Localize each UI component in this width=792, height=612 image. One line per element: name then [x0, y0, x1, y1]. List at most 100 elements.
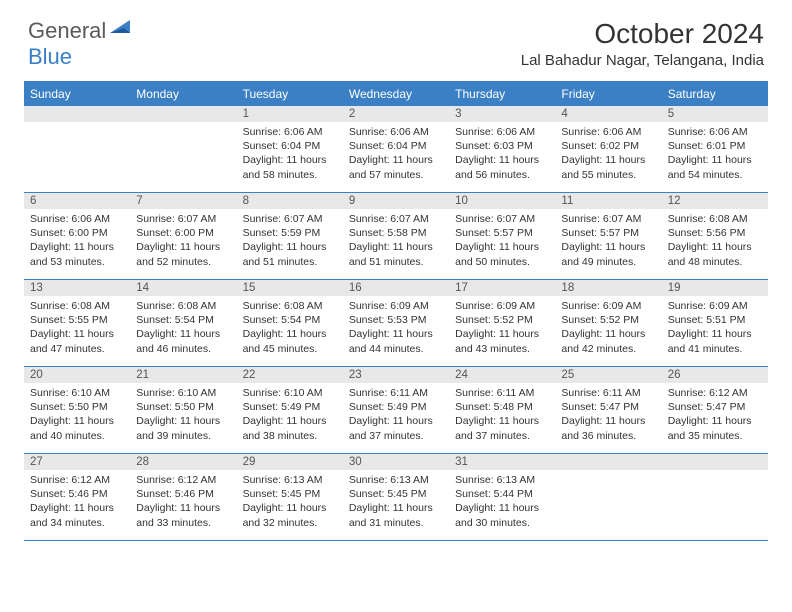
day-body: Sunrise: 6:08 AMSunset: 5:54 PMDaylight:…: [237, 296, 343, 360]
sunset-text: Sunset: 5:57 PM: [455, 226, 549, 240]
day-number: 17: [449, 280, 555, 296]
day-body: Sunrise: 6:06 AMSunset: 6:01 PMDaylight:…: [662, 122, 768, 186]
day-body: Sunrise: 6:13 AMSunset: 5:45 PMDaylight:…: [343, 470, 449, 534]
day-body: Sunrise: 6:11 AMSunset: 5:49 PMDaylight:…: [343, 383, 449, 447]
day-cell: 2Sunrise: 6:06 AMSunset: 6:04 PMDaylight…: [343, 106, 449, 192]
day-cell: 31Sunrise: 6:13 AMSunset: 5:44 PMDayligh…: [449, 454, 555, 540]
day-cell: [662, 454, 768, 540]
sunset-text: Sunset: 5:54 PM: [136, 313, 230, 327]
weekday-header: Sunday: [24, 83, 130, 106]
day-number: 11: [555, 193, 661, 209]
day-body: Sunrise: 6:10 AMSunset: 5:50 PMDaylight:…: [130, 383, 236, 447]
daylight-text: Daylight: 11 hours and 57 minutes.: [349, 153, 443, 181]
daylight-text: Daylight: 11 hours and 37 minutes.: [455, 414, 549, 442]
week-row: 20Sunrise: 6:10 AMSunset: 5:50 PMDayligh…: [24, 367, 768, 454]
daylight-text: Daylight: 11 hours and 47 minutes.: [30, 327, 124, 355]
sunrise-text: Sunrise: 6:10 AM: [243, 386, 337, 400]
day-body: Sunrise: 6:07 AMSunset: 5:58 PMDaylight:…: [343, 209, 449, 273]
daylight-text: Daylight: 11 hours and 54 minutes.: [668, 153, 762, 181]
sunset-text: Sunset: 5:58 PM: [349, 226, 443, 240]
month-title: October 2024: [521, 18, 764, 50]
sunrise-text: Sunrise: 6:12 AM: [30, 473, 124, 487]
day-number: 5: [662, 106, 768, 122]
day-number: 6: [24, 193, 130, 209]
day-number: [662, 454, 768, 470]
day-cell: 17Sunrise: 6:09 AMSunset: 5:52 PMDayligh…: [449, 280, 555, 366]
daylight-text: Daylight: 11 hours and 50 minutes.: [455, 240, 549, 268]
daylight-text: Daylight: 11 hours and 36 minutes.: [561, 414, 655, 442]
sunrise-text: Sunrise: 6:08 AM: [668, 212, 762, 226]
daylight-text: Daylight: 11 hours and 42 minutes.: [561, 327, 655, 355]
day-body: Sunrise: 6:13 AMSunset: 5:45 PMDaylight:…: [237, 470, 343, 534]
sunset-text: Sunset: 5:59 PM: [243, 226, 337, 240]
daylight-text: Daylight: 11 hours and 37 minutes.: [349, 414, 443, 442]
day-number: 13: [24, 280, 130, 296]
weeks-container: 1Sunrise: 6:06 AMSunset: 6:04 PMDaylight…: [24, 106, 768, 541]
daylight-text: Daylight: 11 hours and 38 minutes.: [243, 414, 337, 442]
sunset-text: Sunset: 6:00 PM: [30, 226, 124, 240]
day-cell: 29Sunrise: 6:13 AMSunset: 5:45 PMDayligh…: [237, 454, 343, 540]
day-body: Sunrise: 6:06 AMSunset: 6:03 PMDaylight:…: [449, 122, 555, 186]
sunset-text: Sunset: 5:46 PM: [30, 487, 124, 501]
location: Lal Bahadur Nagar, Telangana, India: [521, 52, 764, 69]
day-number: [555, 454, 661, 470]
day-body: Sunrise: 6:10 AMSunset: 5:50 PMDaylight:…: [24, 383, 130, 447]
sunset-text: Sunset: 5:52 PM: [455, 313, 549, 327]
sunrise-text: Sunrise: 6:06 AM: [561, 125, 655, 139]
sunrise-text: Sunrise: 6:10 AM: [30, 386, 124, 400]
day-number: 18: [555, 280, 661, 296]
logo: General: [28, 18, 134, 44]
day-cell: 20Sunrise: 6:10 AMSunset: 5:50 PMDayligh…: [24, 367, 130, 453]
sunrise-text: Sunrise: 6:10 AM: [136, 386, 230, 400]
sunrise-text: Sunrise: 6:07 AM: [136, 212, 230, 226]
day-cell: 24Sunrise: 6:11 AMSunset: 5:48 PMDayligh…: [449, 367, 555, 453]
sunset-text: Sunset: 5:56 PM: [668, 226, 762, 240]
sunrise-text: Sunrise: 6:13 AM: [455, 473, 549, 487]
sunrise-text: Sunrise: 6:08 AM: [243, 299, 337, 313]
day-cell: 14Sunrise: 6:08 AMSunset: 5:54 PMDayligh…: [130, 280, 236, 366]
daylight-text: Daylight: 11 hours and 48 minutes.: [668, 240, 762, 268]
sunrise-text: Sunrise: 6:07 AM: [243, 212, 337, 226]
sunrise-text: Sunrise: 6:09 AM: [349, 299, 443, 313]
sunset-text: Sunset: 6:01 PM: [668, 139, 762, 153]
day-cell: [130, 106, 236, 192]
sunrise-text: Sunrise: 6:12 AM: [136, 473, 230, 487]
daylight-text: Daylight: 11 hours and 51 minutes.: [243, 240, 337, 268]
daylight-text: Daylight: 11 hours and 34 minutes.: [30, 501, 124, 529]
day-cell: 25Sunrise: 6:11 AMSunset: 5:47 PMDayligh…: [555, 367, 661, 453]
day-number: 30: [343, 454, 449, 470]
sunset-text: Sunset: 5:50 PM: [136, 400, 230, 414]
sunrise-text: Sunrise: 6:11 AM: [349, 386, 443, 400]
calendar: SundayMondayTuesdayWednesdayThursdayFrid…: [24, 81, 768, 541]
week-row: 6Sunrise: 6:06 AMSunset: 6:00 PMDaylight…: [24, 193, 768, 280]
sunset-text: Sunset: 5:51 PM: [668, 313, 762, 327]
day-cell: 12Sunrise: 6:08 AMSunset: 5:56 PMDayligh…: [662, 193, 768, 279]
day-cell: 16Sunrise: 6:09 AMSunset: 5:53 PMDayligh…: [343, 280, 449, 366]
day-cell: 21Sunrise: 6:10 AMSunset: 5:50 PMDayligh…: [130, 367, 236, 453]
sunrise-text: Sunrise: 6:06 AM: [243, 125, 337, 139]
logo-text-general: General: [28, 18, 106, 44]
sunset-text: Sunset: 5:49 PM: [243, 400, 337, 414]
daylight-text: Daylight: 11 hours and 51 minutes.: [349, 240, 443, 268]
sunrise-text: Sunrise: 6:09 AM: [668, 299, 762, 313]
weekday-header: Friday: [555, 83, 661, 106]
day-body: Sunrise: 6:09 AMSunset: 5:53 PMDaylight:…: [343, 296, 449, 360]
sunset-text: Sunset: 5:57 PM: [561, 226, 655, 240]
day-cell: 30Sunrise: 6:13 AMSunset: 5:45 PMDayligh…: [343, 454, 449, 540]
sunset-text: Sunset: 5:52 PM: [561, 313, 655, 327]
weekday-header-row: SundayMondayTuesdayWednesdayThursdayFrid…: [24, 83, 768, 106]
day-cell: 27Sunrise: 6:12 AMSunset: 5:46 PMDayligh…: [24, 454, 130, 540]
logo-triangle-icon: [110, 18, 132, 39]
day-number: 10: [449, 193, 555, 209]
day-cell: 18Sunrise: 6:09 AMSunset: 5:52 PMDayligh…: [555, 280, 661, 366]
day-body: Sunrise: 6:08 AMSunset: 5:56 PMDaylight:…: [662, 209, 768, 273]
sunrise-text: Sunrise: 6:08 AM: [30, 299, 124, 313]
sunrise-text: Sunrise: 6:06 AM: [455, 125, 549, 139]
daylight-text: Daylight: 11 hours and 53 minutes.: [30, 240, 124, 268]
sunset-text: Sunset: 5:53 PM: [349, 313, 443, 327]
day-body: Sunrise: 6:07 AMSunset: 5:57 PMDaylight:…: [449, 209, 555, 273]
day-body: Sunrise: 6:07 AMSunset: 5:59 PMDaylight:…: [237, 209, 343, 273]
daylight-text: Daylight: 11 hours and 46 minutes.: [136, 327, 230, 355]
sunrise-text: Sunrise: 6:06 AM: [668, 125, 762, 139]
sunset-text: Sunset: 5:47 PM: [561, 400, 655, 414]
